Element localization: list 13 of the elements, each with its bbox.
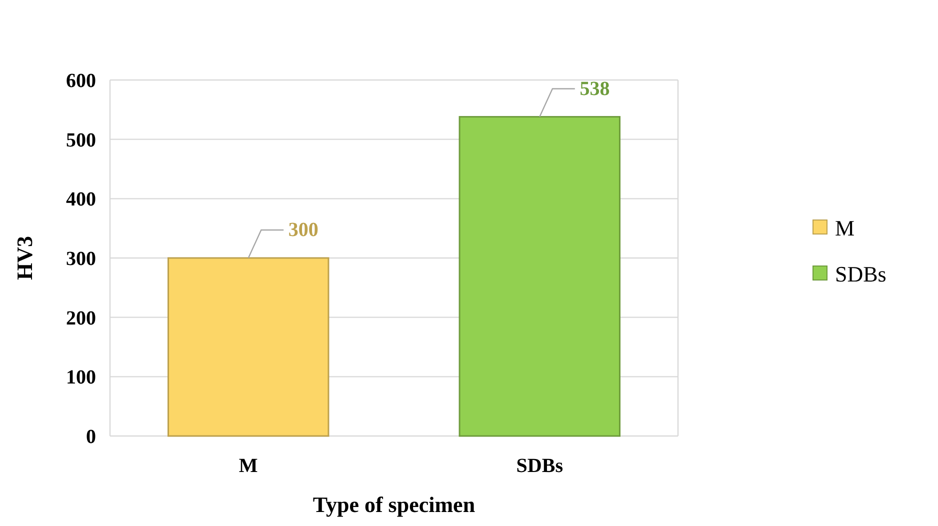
data-label: 300	[288, 219, 318, 241]
legend-label: M	[835, 216, 855, 241]
data-label: 538	[580, 78, 610, 100]
y-tick-label: 600	[66, 70, 96, 92]
y-tick-label: 500	[66, 129, 96, 152]
y-tick-label: 0	[86, 426, 96, 448]
y-tick-label: 300	[66, 248, 96, 270]
legend-label: SDBs	[835, 262, 886, 287]
y-tick-label: 200	[66, 307, 96, 330]
y-tick-label: 100	[66, 366, 96, 389]
y-tick-label: 400	[66, 188, 96, 211]
y-axis-title: HV3	[12, 236, 37, 280]
x-axis-title: Type of specimen	[312, 492, 476, 517]
